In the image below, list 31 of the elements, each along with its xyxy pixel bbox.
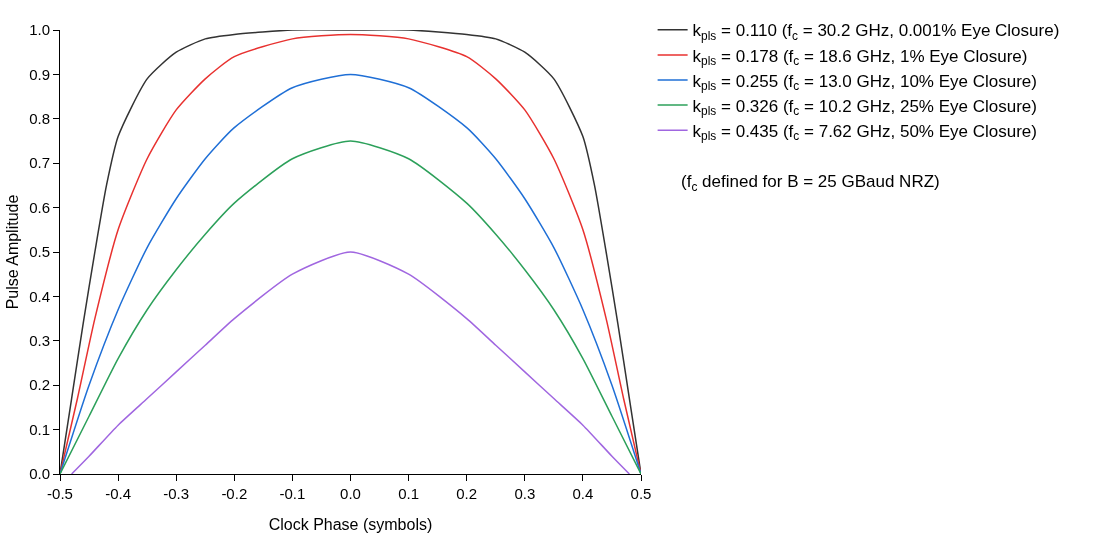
y-tick-label: 0.5 [29,243,50,261]
y-tick-label: 0.9 [29,65,50,83]
y-tick-label: 1.0 [29,21,50,39]
x-tick-label: 0.0 [340,485,361,502]
x-tick-label: 0.2 [456,485,478,502]
x-axis-title: Clock Phase (symbols) [268,516,433,533]
x-tick-label: -0.4 [105,485,132,502]
legend-label: k$_{pls}$ = 0.178 (f$_{c}$ = 18.6 GHz, 1% Eye Closure) [692,46,1028,69]
x-tick-label: 0.5 [630,485,652,502]
y-tick-label: 0.7 [29,154,50,172]
legend-label: k$_{pls}$ = 0.255 (f$_{c}$ = 13.0 GHz, 10% Eye Closure) [692,71,1037,94]
x-tick-label: -0.5 [47,485,73,502]
y-tick-label: 0.8 [29,110,50,128]
legend-label: k$_{pls}$ = 0.435 (f$_{c}$ = 7.62 GHz, 50% Eye Closure) [692,121,1037,144]
y-tick-label: 0.4 [29,287,50,305]
y-tick-label: 0.6 [29,198,50,216]
y-tick-label: 0.2 [29,376,50,394]
y-tick-label: 0.0 [29,465,50,483]
x-tick-label: 0.3 [514,485,536,502]
x-tick-label: -0.1 [279,485,306,502]
line-series [70,251,631,474]
y-axis-title: Pulse Amplitude [4,194,21,310]
text: (f$_{c}$ defined for B = 25 GBaud NRZ) [681,172,940,194]
legend-label: k$_{pls}$ = 0.326 (f$_{c}$ = 10.2 GHz, 25% Eye Closure) [692,96,1037,119]
y-tick-label: 0.1 [29,420,50,438]
legend-label: k$_{pls}$ = 0.110 (f$_{c}$ = 30.2 GHz, 0.001% Eye Closure) [692,21,1060,43]
x-tick-label: -0.3 [163,485,190,502]
x-tick-label: 0.4 [572,485,594,502]
x-tick-label: -0.2 [221,485,248,502]
y-tick-label: 0.3 [29,332,50,350]
x-tick-label: 0.1 [398,485,420,502]
